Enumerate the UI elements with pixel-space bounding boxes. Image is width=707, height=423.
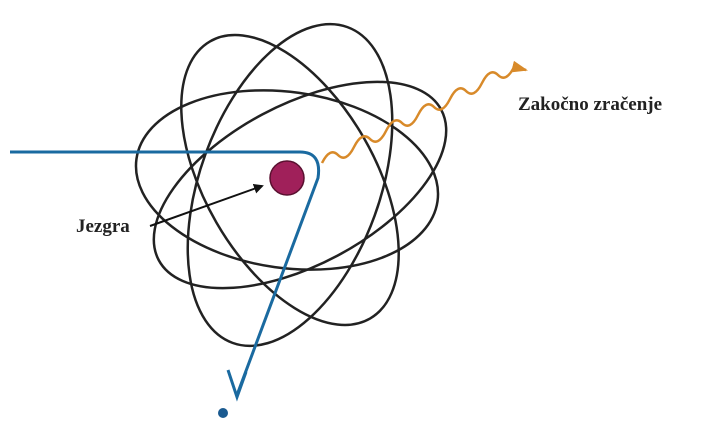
radiation-label: Zakočno zračenje xyxy=(518,94,662,115)
electron xyxy=(218,408,228,418)
nucleus-label: Jezgra xyxy=(76,216,130,237)
nucleus xyxy=(269,160,305,196)
electron-path xyxy=(10,150,321,396)
orbit xyxy=(134,89,440,271)
electron-arrowhead xyxy=(226,369,248,402)
bremsstrahlung-wave xyxy=(320,60,528,164)
nucleus-pointer xyxy=(149,183,264,227)
orbit xyxy=(186,22,394,348)
